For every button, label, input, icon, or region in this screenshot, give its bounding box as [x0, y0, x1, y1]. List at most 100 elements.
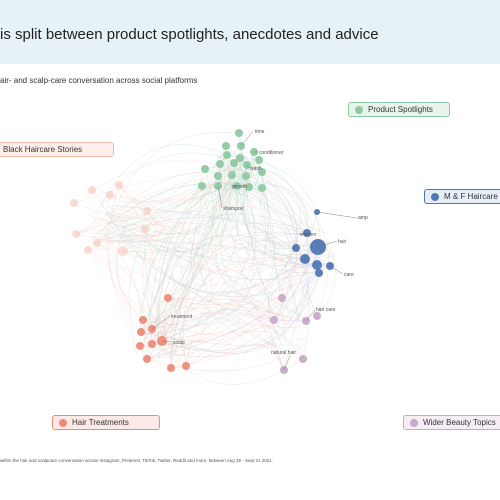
- network-node-wider: [313, 312, 321, 320]
- network-edge: [100, 132, 242, 253]
- network-edge: [115, 224, 307, 322]
- node-label-shampoo: shampoo: [223, 206, 244, 212]
- network-edge: [129, 186, 250, 356]
- network-node-treatments: [164, 294, 172, 302]
- network-edge: [146, 210, 279, 335]
- network-edge: [167, 222, 307, 299]
- network-edge: [162, 175, 219, 341]
- network-node-product: [214, 172, 222, 180]
- network-edge: [210, 174, 281, 316]
- network-edge: [142, 243, 306, 326]
- network-node-wider: [299, 355, 307, 363]
- network-node-product: [258, 184, 266, 192]
- network-node-product: [245, 183, 253, 191]
- legend-wider-dot: [410, 418, 418, 427]
- label-leader-line: [298, 232, 308, 235]
- network-edge: [122, 250, 285, 333]
- network-nodes: [70, 129, 358, 374]
- legend-hair-treatments: Hair Treatments: [52, 415, 160, 430]
- page-subtitle: air- and scalp-care conversation across …: [0, 76, 198, 85]
- network-edge: [144, 205, 324, 235]
- network-node-black: [88, 186, 96, 194]
- network-edge: [139, 345, 174, 359]
- network-node-treatments: [148, 340, 156, 348]
- network-edge: [225, 145, 254, 162]
- network-node-wider: [270, 316, 278, 324]
- legend-treatments-label: Hair Treatments: [72, 418, 129, 427]
- label-leader-line: [161, 340, 173, 343]
- network-edge: [245, 175, 299, 236]
- network-node-product: [230, 159, 238, 167]
- network-edge: [93, 144, 228, 223]
- network-node-mf: [312, 260, 322, 270]
- network-edge: [152, 308, 275, 342]
- network-edge: [142, 234, 306, 349]
- network-node-product: [228, 171, 236, 179]
- network-edge: [162, 272, 320, 354]
- network-edge: [137, 325, 165, 346]
- network-edge: [163, 164, 267, 347]
- legend-wider-label: Wider Beauty Topics: [423, 418, 496, 427]
- network-edge: [146, 344, 307, 372]
- network-node-product: [242, 172, 250, 180]
- legend-wider-beauty-topics: Wider Beauty Topics: [403, 415, 500, 430]
- network-edge: [94, 187, 263, 242]
- node-label-care: care: [344, 272, 354, 278]
- network-node-treatments: [182, 362, 190, 370]
- network-edge: [155, 213, 308, 324]
- legend-black-label: Black Haircare Stories: [3, 145, 83, 154]
- network-edge: [140, 232, 317, 342]
- network-edge: [118, 184, 307, 260]
- network-edge: [75, 198, 302, 333]
- label-leader-line: [305, 309, 316, 322]
- network-edge: [108, 224, 331, 297]
- network-node-product: [258, 168, 266, 176]
- network-node-black: [143, 207, 151, 215]
- network-node-product: [198, 182, 206, 190]
- network-node-mf: [292, 244, 300, 252]
- node-label-conditioner: conditioner: [259, 150, 284, 156]
- node-label-scalp: scalp: [173, 340, 185, 346]
- network-node-black: [141, 225, 149, 233]
- network-edge: [228, 132, 244, 172]
- network-node-product: [235, 129, 243, 137]
- network-edge: [218, 155, 318, 213]
- network-edge: [150, 297, 283, 350]
- network-node-product: [201, 165, 209, 173]
- network-edge: [111, 131, 240, 220]
- network-edge: [200, 185, 290, 352]
- network-edge: [316, 247, 336, 317]
- network-edge: [144, 319, 162, 330]
- network-edge: [217, 185, 308, 233]
- network-edge: [123, 217, 320, 274]
- network-edge: [124, 145, 227, 203]
- network-edge: [164, 232, 308, 358]
- node-label-growth: growth: [232, 184, 247, 190]
- network-edge: [245, 175, 280, 329]
- legend-product-spotlights: Product Spotlights: [348, 102, 450, 117]
- network-edge: [118, 157, 231, 205]
- network-edge: [232, 169, 309, 360]
- network-edge: [90, 233, 285, 371]
- network-edge: [185, 263, 298, 367]
- network-edge: [158, 164, 248, 342]
- node-label-hair: hair: [338, 239, 347, 245]
- label-leader-line: [317, 240, 338, 248]
- legend-product-dot: [355, 105, 363, 114]
- network-edge: [146, 168, 214, 325]
- network-edge: [107, 184, 154, 335]
- label-leader-line: [316, 211, 358, 219]
- network-node-black: [70, 199, 78, 207]
- network-edge: [173, 313, 304, 360]
- network-edge: [87, 249, 286, 336]
- label-leader-line: [240, 130, 254, 147]
- legend-mf-dot: [431, 192, 439, 201]
- label-leader-line: [283, 355, 291, 371]
- network-edge: [140, 331, 278, 347]
- network-edge: [244, 174, 329, 317]
- label-leader-line: [329, 265, 344, 275]
- network-node-product: [216, 160, 224, 168]
- network-node-black: [106, 191, 114, 199]
- legend-product-label: Product Spotlights: [368, 105, 433, 114]
